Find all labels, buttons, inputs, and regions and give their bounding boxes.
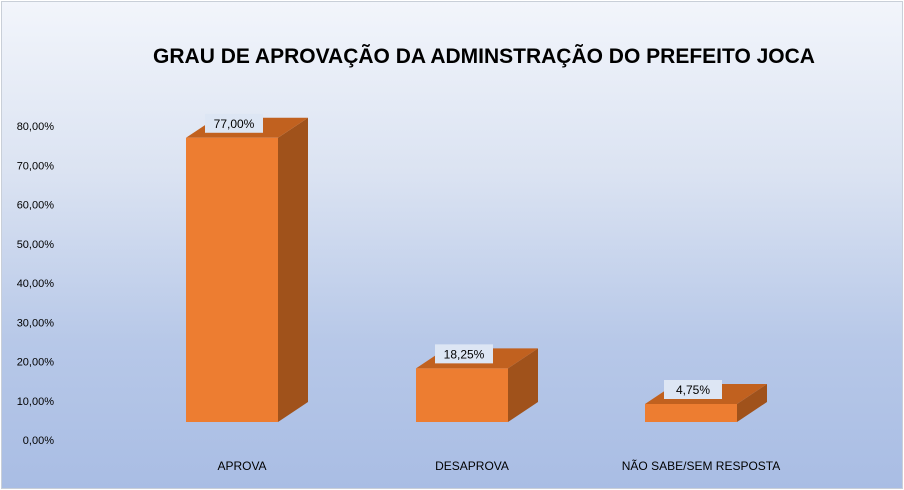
- bar-front-face: [645, 404, 737, 422]
- y-tick-label: 70,00%: [17, 160, 55, 172]
- bar-front-face: [186, 137, 278, 422]
- data-label: 18,25%: [444, 347, 485, 361]
- data-label-box: [205, 113, 263, 133]
- x-category-label: DESAPROVA: [435, 459, 509, 473]
- bars-group: 77,00% 18,25% 4,75%: [186, 113, 767, 423]
- y-tick-label: 60,00%: [17, 200, 55, 212]
- bar: 77,00%: [186, 113, 308, 423]
- chart-title: GRAU DE APROVAÇÃO DA ADMINSTRAÇÃO DO PRE…: [153, 45, 815, 68]
- data-label-box: [664, 380, 722, 399]
- y-tick-label: 40,00%: [17, 278, 55, 290]
- y-tick-label: 80,00%: [17, 121, 55, 133]
- x-category-label: NÃO SABE/SEM RESPOSTA: [622, 459, 780, 473]
- y-tick-label: 10,00%: [17, 396, 55, 408]
- bar: 18,25%: [416, 344, 538, 422]
- bar: 4,75%: [645, 380, 767, 422]
- x-axis: APROVA DESAPROVA NÃO SABE/SEM RESPOSTA: [217, 459, 780, 473]
- bar-side-face: [278, 117, 308, 423]
- y-tick-label: 0,00%: [23, 435, 54, 447]
- data-label: 77,00%: [214, 117, 255, 131]
- data-label: 4,75%: [676, 383, 710, 397]
- x-category-label: APROVA: [217, 459, 266, 473]
- bar-side-face: [737, 384, 767, 422]
- y-axis: 0,00% 10,00% 20,00% 30,00% 40,00% 50,00% 60,00…: [17, 121, 55, 447]
- bar-side-face: [508, 348, 538, 422]
- bar-front-face: [416, 368, 508, 422]
- y-tick-label: 20,00%: [17, 357, 55, 369]
- y-tick-label: 50,00%: [17, 239, 55, 251]
- data-label-box: [435, 344, 493, 364]
- y-tick-label: 30,00%: [17, 317, 55, 329]
